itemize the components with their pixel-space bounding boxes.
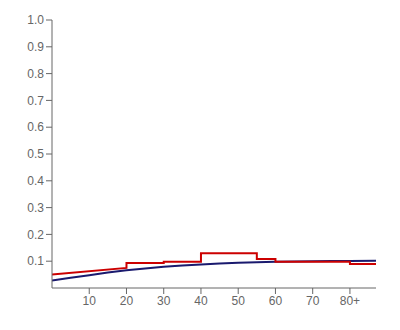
svg-text:0.5: 0.5 xyxy=(27,147,44,161)
svg-text:0.4: 0.4 xyxy=(27,174,44,188)
svg-text:50: 50 xyxy=(232,294,246,308)
svg-text:70: 70 xyxy=(306,294,320,308)
svg-text:80+: 80+ xyxy=(340,294,360,308)
svg-text:60: 60 xyxy=(269,294,283,308)
svg-text:40: 40 xyxy=(194,294,208,308)
svg-text:0.7: 0.7 xyxy=(27,94,44,108)
svg-text:0.2: 0.2 xyxy=(27,228,44,242)
svg-text:20: 20 xyxy=(120,294,134,308)
svg-text:1.0: 1.0 xyxy=(27,13,44,27)
svg-text:0.3: 0.3 xyxy=(27,201,44,215)
svg-text:0.9: 0.9 xyxy=(27,40,44,54)
svg-text:0.6: 0.6 xyxy=(27,120,44,134)
svg-text:0.1: 0.1 xyxy=(27,254,44,268)
svg-text:10: 10 xyxy=(83,294,97,308)
svg-text:0.8: 0.8 xyxy=(27,67,44,81)
svg-text:30: 30 xyxy=(157,294,171,308)
